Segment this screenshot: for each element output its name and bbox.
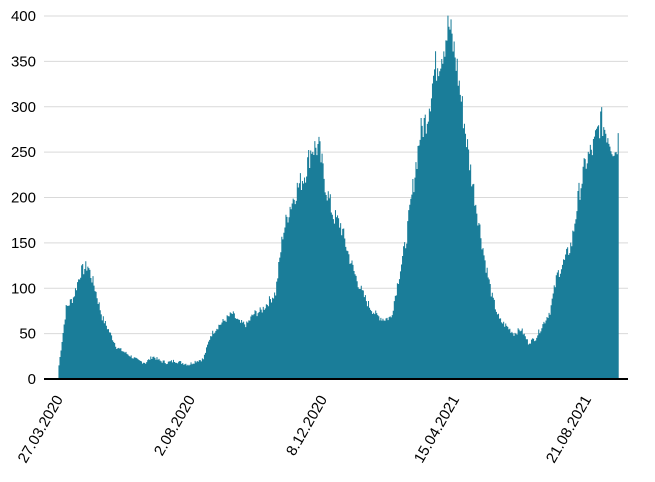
x-axis-tick-labels: 27.03.2020 2.08.2020 8.12.2020 15.04.2021 21…	[15, 392, 596, 466]
y-tick-label: 250	[11, 144, 36, 161]
x-tick-label: 8.12.2020	[283, 393, 331, 459]
x-tick-label: 21.08.2021	[543, 393, 595, 467]
y-tick-label: 100	[11, 280, 36, 297]
y-tick-label: 300	[11, 99, 36, 116]
y-tick-label: 150	[11, 235, 36, 252]
y-tick-label: 0	[28, 371, 36, 388]
series-area	[58, 15, 619, 380]
y-tick-label: 350	[11, 53, 36, 70]
y-tick-label: 200	[11, 190, 36, 207]
y-tick-label: 400	[11, 8, 36, 25]
y-axis-tick-labels: 0 50 100 150 200 250 300 350 400	[11, 8, 36, 388]
y-tick-label: 50	[19, 326, 36, 343]
x-tick-label: 2.08.2020	[151, 393, 199, 459]
x-tick-label: 27.03.2020	[15, 393, 67, 467]
x-tick-label: 15.04.2021	[411, 392, 463, 466]
